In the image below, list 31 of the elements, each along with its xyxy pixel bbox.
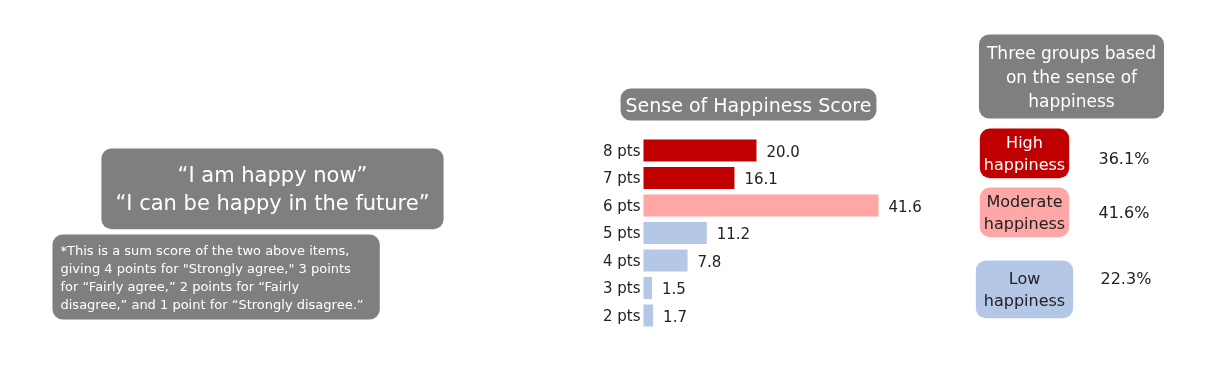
- text: High happiness: [983, 132, 1066, 175]
- bar: [643, 304, 654, 327]
- data-label: 7.8: [697, 252, 722, 271]
- data-label: 16.1: [744, 170, 778, 188]
- text: 41.6%: [1098, 202, 1150, 222]
- data-label: 11.2: [716, 225, 751, 243]
- bar: [643, 249, 688, 272]
- bar: [643, 222, 707, 244]
- text: *This is a sum score of the two above items, giving 4 points for "Strongly agree," 3 points for “Fairly agree,” 2 points for “Fairly disagree,” and 1 point for “Strongly disagree.”: [60, 242, 364, 312]
- data-label: 1.5: [661, 280, 686, 298]
- chart-title: Sense of Happiness Score: [625, 93, 872, 116]
- text: Moderate happiness: [983, 191, 1066, 234]
- y-tick-label: 4 pts: [602, 251, 641, 270]
- bar: [643, 277, 652, 299]
- text: 36.1%: [1098, 148, 1150, 168]
- y-tick-label: 6 pts: [602, 196, 641, 215]
- y-tick-label: 8 pts: [602, 141, 641, 160]
- bar: [643, 139, 757, 162]
- bar: [643, 167, 735, 189]
- text: Three groups based on the sense of happiness: [985, 42, 1157, 111]
- text: “I am happy now” “I can be happy in the future”: [115, 162, 430, 216]
- y-tick-label: 7 pts: [602, 169, 641, 187]
- text: Low happiness: [983, 268, 1066, 311]
- y-tick-label: 3 pts: [602, 279, 641, 297]
- data-label: 20.0: [766, 142, 800, 161]
- data-label: 41.6: [888, 197, 922, 216]
- y-tick-label: 2 pts: [602, 306, 641, 325]
- y-tick-label: 5 pts: [602, 224, 641, 242]
- bar: [643, 194, 879, 217]
- data-label: 1.7: [663, 307, 687, 326]
- text: 22.3%: [1100, 268, 1152, 288]
